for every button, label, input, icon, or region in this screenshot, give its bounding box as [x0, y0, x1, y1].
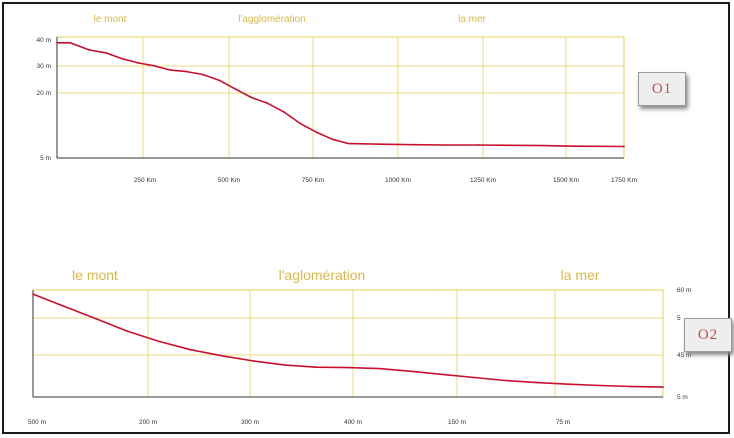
chart1-profile-point-4	[120, 57, 123, 60]
chart1-profile-point-22	[477, 144, 480, 146]
chart2-profile-point-13	[441, 373, 444, 376]
chart1-profile-point-21	[444, 144, 447, 146]
chart1-profile-point-1	[69, 41, 71, 44]
chart2-y-tick-2: 45 m	[677, 352, 691, 359]
chart1-x-tick-3: 1000 Km	[385, 177, 411, 184]
chart1-profile-point-2	[88, 49, 91, 51]
chart1-profile-point-3	[104, 51, 107, 54]
chart2-profile-point-20	[662, 386, 664, 388]
chart2-profile-point-10	[347, 366, 349, 369]
profile-tag-o1: O1	[638, 72, 686, 106]
chart1-profile-point-18	[347, 142, 350, 145]
chart1-x-tick-4: 1250 Km	[470, 177, 496, 184]
chart2-profile-point-17	[567, 383, 570, 386]
chart2-x-tick-4: 150 m	[448, 419, 466, 426]
chart1-x-tick-1: 500 Km	[218, 177, 240, 184]
chart2-x-tick-0: 500 m	[28, 419, 46, 426]
chart2-profile-point-4	[158, 340, 160, 343]
chart1-profile-point-8	[185, 70, 188, 73]
chart2-profile-point-15	[504, 379, 507, 382]
chart1-profile-point-0	[56, 41, 58, 44]
chart1-y-tick-3: 5 m	[40, 155, 51, 162]
chart2-profile-point-3	[126, 330, 129, 333]
chart1-y-tick-1: 30 m	[37, 63, 51, 70]
chart2-profile-point-14	[473, 376, 475, 379]
chart1-y-tick-2: 20 m	[37, 90, 51, 97]
chart1-profile-point-5	[137, 62, 139, 64]
chart1-profile-point-24	[542, 144, 544, 147]
figure-border	[2, 2, 730, 434]
chart2-profile-point-0	[32, 293, 34, 295]
chart1-zone-label-1: l'agglomération	[238, 14, 306, 25]
chart2-profile-point-2	[95, 317, 97, 320]
chart1-profile-point-12	[250, 96, 253, 99]
chart1-profile-line	[57, 41, 625, 148]
chart1-x-tick-6: 1750 Km	[611, 177, 637, 184]
chart2-profile-point-12	[410, 370, 412, 373]
chart1-profile-point-19	[380, 143, 382, 146]
chart1-profile-point-7	[169, 69, 172, 71]
chart2-plot-frame	[32, 289, 664, 398]
chart2-x-tick-3: 400 m	[344, 419, 362, 426]
chart2-profile-point-8	[284, 364, 286, 366]
chart2-profile-point-16	[536, 381, 538, 384]
chart2-profile-point-1	[63, 305, 66, 308]
chart2-x-tick-2: 300 m	[241, 419, 259, 426]
chart2-profile-point-9	[315, 366, 318, 369]
chart2-profile-point-19	[630, 385, 633, 388]
chart2-profile-point-7	[252, 360, 255, 362]
chart2-y-tick-1: 5	[677, 315, 681, 322]
chart1-profile-point-17	[331, 138, 334, 141]
chart1-y-tick-0: 40 m	[37, 37, 51, 44]
chart2-profile-point-6	[221, 354, 223, 357]
chart2-profile-point-18	[599, 384, 601, 387]
chart2-profile-line	[32, 293, 664, 388]
chart1-x-tick-5: 1500 Km	[553, 177, 579, 184]
chart1-profile-point-10	[218, 79, 220, 82]
chart2-profile-point-11	[378, 367, 381, 370]
profile-tag-o2: O2	[684, 318, 732, 352]
chart1-profile-point-6	[153, 64, 156, 67]
chart1-plot-frame	[56, 36, 625, 159]
chart2-zone-label-1: l'aglomération	[279, 267, 366, 283]
chart2-x-tick-5: 75 m	[556, 419, 570, 426]
chart1-zone-label-0: le mont	[94, 14, 127, 25]
chart1-profile-point-14	[282, 111, 285, 113]
chart2-y-tick-0: 60 m	[677, 287, 691, 294]
chart2-profile-point-5	[189, 348, 192, 351]
chart2-zone-label-0: le mont	[72, 267, 118, 283]
chart1-profile-point-11	[234, 88, 237, 90]
chart2-zone-label-2: la mer	[561, 267, 600, 283]
chart1-profile-point-13	[266, 102, 269, 105]
chart1-x-tick-2: 750 Km	[302, 177, 324, 184]
chart1-profile-point-20	[412, 143, 415, 146]
chart2-x-tick-1: 200 m	[139, 419, 157, 426]
chart1-profile-point-9	[201, 73, 204, 76]
chart2-y-tick-3: 5 m	[677, 394, 688, 401]
chart1-profile-point-15	[299, 122, 301, 125]
chart1-profile-point-23	[509, 144, 512, 147]
chart1-x-tick-0: 250 Km	[134, 177, 156, 184]
chart1-profile-point-16	[315, 131, 318, 134]
chart1-profile-point-25	[574, 145, 577, 148]
chart1-profile-point-26	[623, 145, 625, 148]
chart1-zone-label-2: la mer	[458, 14, 486, 25]
